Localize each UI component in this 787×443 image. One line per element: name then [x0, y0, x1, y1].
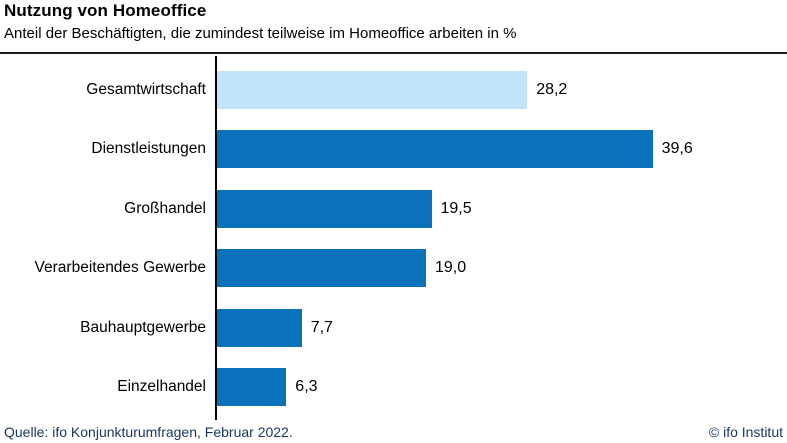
value-label: 28,2 [536, 80, 568, 98]
bar-chart: Gesamtwirtschaft 28,2 Dienstleistungen 39,6… [0, 56, 787, 420]
bar-rows: Gesamtwirtschaft 28,2 Dienstleistungen 39,6… [0, 60, 787, 417]
value-label: 7,7 [310, 318, 333, 336]
chart-footer: Quelle: ifo Konjunkturumfragen, Februar … [4, 424, 783, 440]
bar-row: Großhandel 19,5 [0, 179, 787, 239]
bar [217, 249, 426, 288]
copyright-note: © ifo Institut [708, 424, 783, 440]
bar-track: 39,6 [215, 120, 787, 180]
bar [217, 308, 302, 347]
category-label: Bauhauptgewerbe [80, 318, 206, 336]
bar [217, 70, 528, 109]
bar-track: 19,5 [215, 179, 787, 239]
bar-row: Gesamtwirtschaft 28,2 [0, 60, 787, 120]
bar-track: 6,3 [215, 358, 787, 418]
value-label: 39,6 [661, 140, 693, 158]
bar-track: 7,7 [215, 298, 787, 358]
category-label: Gesamtwirtschaft [86, 80, 206, 98]
bar [217, 130, 653, 169]
y-axis-line [215, 56, 217, 420]
bar-row: Bauhauptgewerbe 7,7 [0, 298, 787, 358]
bar [217, 189, 432, 228]
value-label: 6,3 [295, 378, 318, 396]
value-label: 19,5 [440, 199, 472, 217]
bar-track: 28,2 [215, 60, 787, 120]
bar-row: Dienstleistungen 39,6 [0, 120, 787, 180]
bar-track: 19,0 [215, 239, 787, 299]
bar-row: Einzelhandel 6,3 [0, 358, 787, 418]
category-label: Verarbeitendes Gewerbe [34, 259, 206, 277]
chart-title: Nutzung von Homeoffice [4, 1, 207, 20]
value-label: 19,0 [435, 259, 467, 277]
bar-row: Verarbeitendes Gewerbe 19,0 [0, 239, 787, 299]
category-label: Großhandel [124, 199, 206, 217]
source-note: Quelle: ifo Konjunkturumfragen, Februar … [4, 424, 293, 440]
bar [217, 368, 287, 407]
category-label: Dienstleistungen [91, 140, 206, 158]
category-label: Einzelhandel [117, 378, 206, 396]
chart-subtitle: Anteil der Beschäftigten, die zumindest … [4, 25, 517, 42]
header-rule [0, 52, 787, 54]
